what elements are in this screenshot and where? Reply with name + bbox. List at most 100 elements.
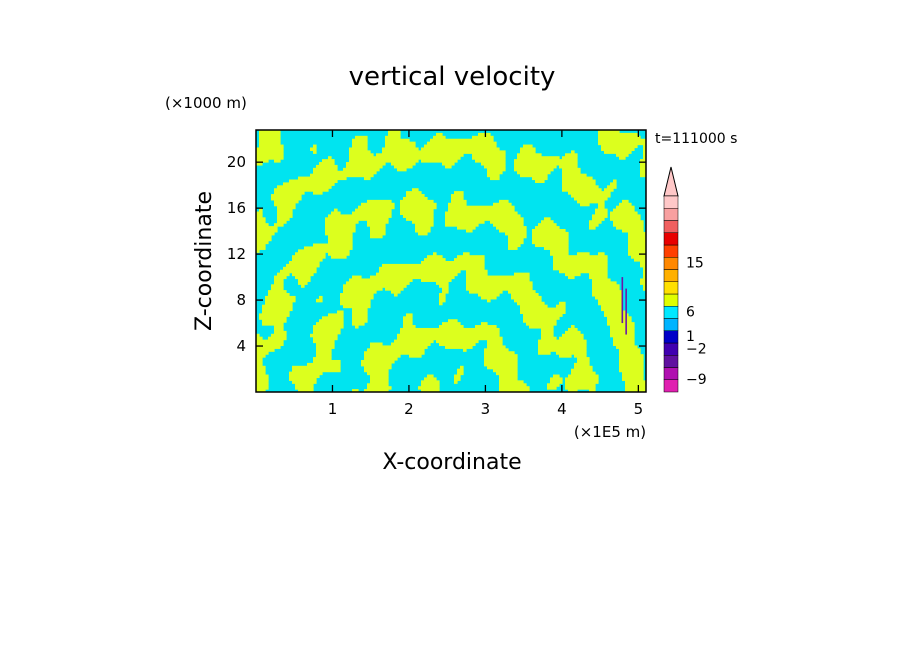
field-band-positive	[367, 220, 389, 224]
field-band-positive	[418, 386, 440, 390]
field-band-positive	[274, 278, 284, 282]
field-band-positive	[262, 307, 293, 312]
field-band-positive	[418, 231, 428, 236]
field-band-positive	[514, 159, 578, 163]
colorbar-segment	[663, 269, 679, 282]
field-band-positive	[484, 351, 515, 355]
field-band-positive	[301, 284, 305, 288]
field-band-positive	[346, 281, 410, 285]
field-band-positive	[556, 304, 566, 309]
field-band-positive	[550, 380, 563, 384]
field-band-positive	[256, 217, 266, 221]
field-band-positive	[541, 333, 554, 338]
field-band-positive	[448, 202, 467, 207]
field-band-positive	[352, 144, 368, 149]
field-band-positive	[550, 252, 569, 256]
field-band-positive	[565, 377, 599, 381]
field-band-positive	[562, 182, 596, 186]
field-band-positive	[604, 188, 614, 192]
field-band-positive	[463, 252, 470, 256]
field-band-positive	[610, 182, 617, 186]
field-band-positive	[289, 374, 320, 379]
field-band-positive	[559, 164, 578, 169]
field-band-positive	[340, 298, 371, 303]
field-band-positive	[619, 362, 644, 367]
field-band-positive	[553, 261, 608, 265]
field-band-positive	[352, 138, 368, 143]
field-band-positive	[592, 281, 617, 285]
field-band-positive	[256, 162, 263, 166]
field-band-positive	[316, 322, 344, 326]
field-band-positive	[271, 196, 302, 201]
field-band-positive	[562, 333, 584, 338]
field-band-positive	[454, 258, 485, 262]
field-band-positive	[544, 246, 569, 250]
field-band-positive	[574, 362, 590, 367]
field-band-positive	[517, 170, 551, 175]
field-band-positive	[640, 278, 646, 282]
field-band-positive	[391, 290, 401, 294]
field-band-positive	[457, 371, 464, 376]
field-band-positive	[271, 333, 287, 338]
field-band-positive	[256, 147, 284, 151]
field-band-positive	[643, 272, 646, 277]
field-band-positive	[466, 278, 530, 282]
field-band-positive	[328, 214, 392, 218]
field-band-positive	[442, 322, 461, 326]
field-band-positive	[274, 159, 281, 163]
field-band-positive	[451, 196, 464, 201]
field-band-positive	[256, 153, 284, 157]
field-band-positive	[520, 304, 548, 309]
field-band-positive	[376, 153, 464, 157]
field-band-positive	[361, 202, 395, 207]
field-band-positive	[292, 368, 341, 373]
field-band-positive	[541, 327, 554, 332]
field-band-positive	[352, 310, 368, 314]
colorbar-segment	[663, 342, 679, 356]
field-band-positive	[499, 199, 509, 204]
field-band-positive	[277, 214, 293, 218]
field-band-positive	[256, 371, 266, 376]
field-band-positive	[568, 327, 578, 332]
field-band-positive	[310, 333, 338, 338]
field-band-positive	[487, 342, 503, 347]
field-band-positive	[616, 153, 629, 157]
field-band-positive	[439, 284, 449, 288]
field-band-positive	[382, 263, 485, 268]
field-band-positive	[643, 150, 646, 154]
field-band-positive	[514, 167, 554, 172]
field-band-positive	[364, 365, 392, 370]
field-band-positive	[499, 383, 527, 387]
field-band-positive	[517, 156, 560, 160]
field-band-positive	[487, 345, 506, 349]
field-band-positive	[292, 272, 314, 277]
colorbar-label: 1	[686, 329, 695, 345]
field-band-positive	[259, 316, 287, 320]
field-band-positive	[292, 258, 323, 262]
field-band-positive	[358, 205, 395, 210]
field-band-positive	[466, 287, 533, 291]
field-band-positive	[568, 374, 599, 379]
field-band-positive	[511, 293, 539, 297]
field-band-positive	[424, 377, 437, 381]
field-band-positive	[538, 339, 587, 344]
field-band-positive	[499, 377, 518, 381]
field-band-positive	[295, 383, 314, 387]
field-band-positive	[553, 374, 560, 379]
field-band-positive	[421, 389, 440, 392]
field-band-positive	[523, 319, 557, 323]
field-band-positive	[622, 199, 629, 204]
field-band-positive	[457, 255, 485, 259]
field-band-positive	[256, 374, 269, 379]
field-band-positive	[268, 336, 287, 341]
field-band-positive	[565, 153, 578, 157]
field-band-positive	[256, 386, 269, 390]
field-band-positive	[589, 275, 608, 280]
field-band-positive	[316, 354, 332, 358]
field-band-positive	[643, 275, 646, 280]
field-band-positive	[619, 365, 644, 370]
field-band-positive	[553, 255, 608, 259]
field-band-positive	[319, 319, 344, 323]
field-band-positive	[499, 228, 527, 233]
field-band-positive	[643, 147, 646, 151]
